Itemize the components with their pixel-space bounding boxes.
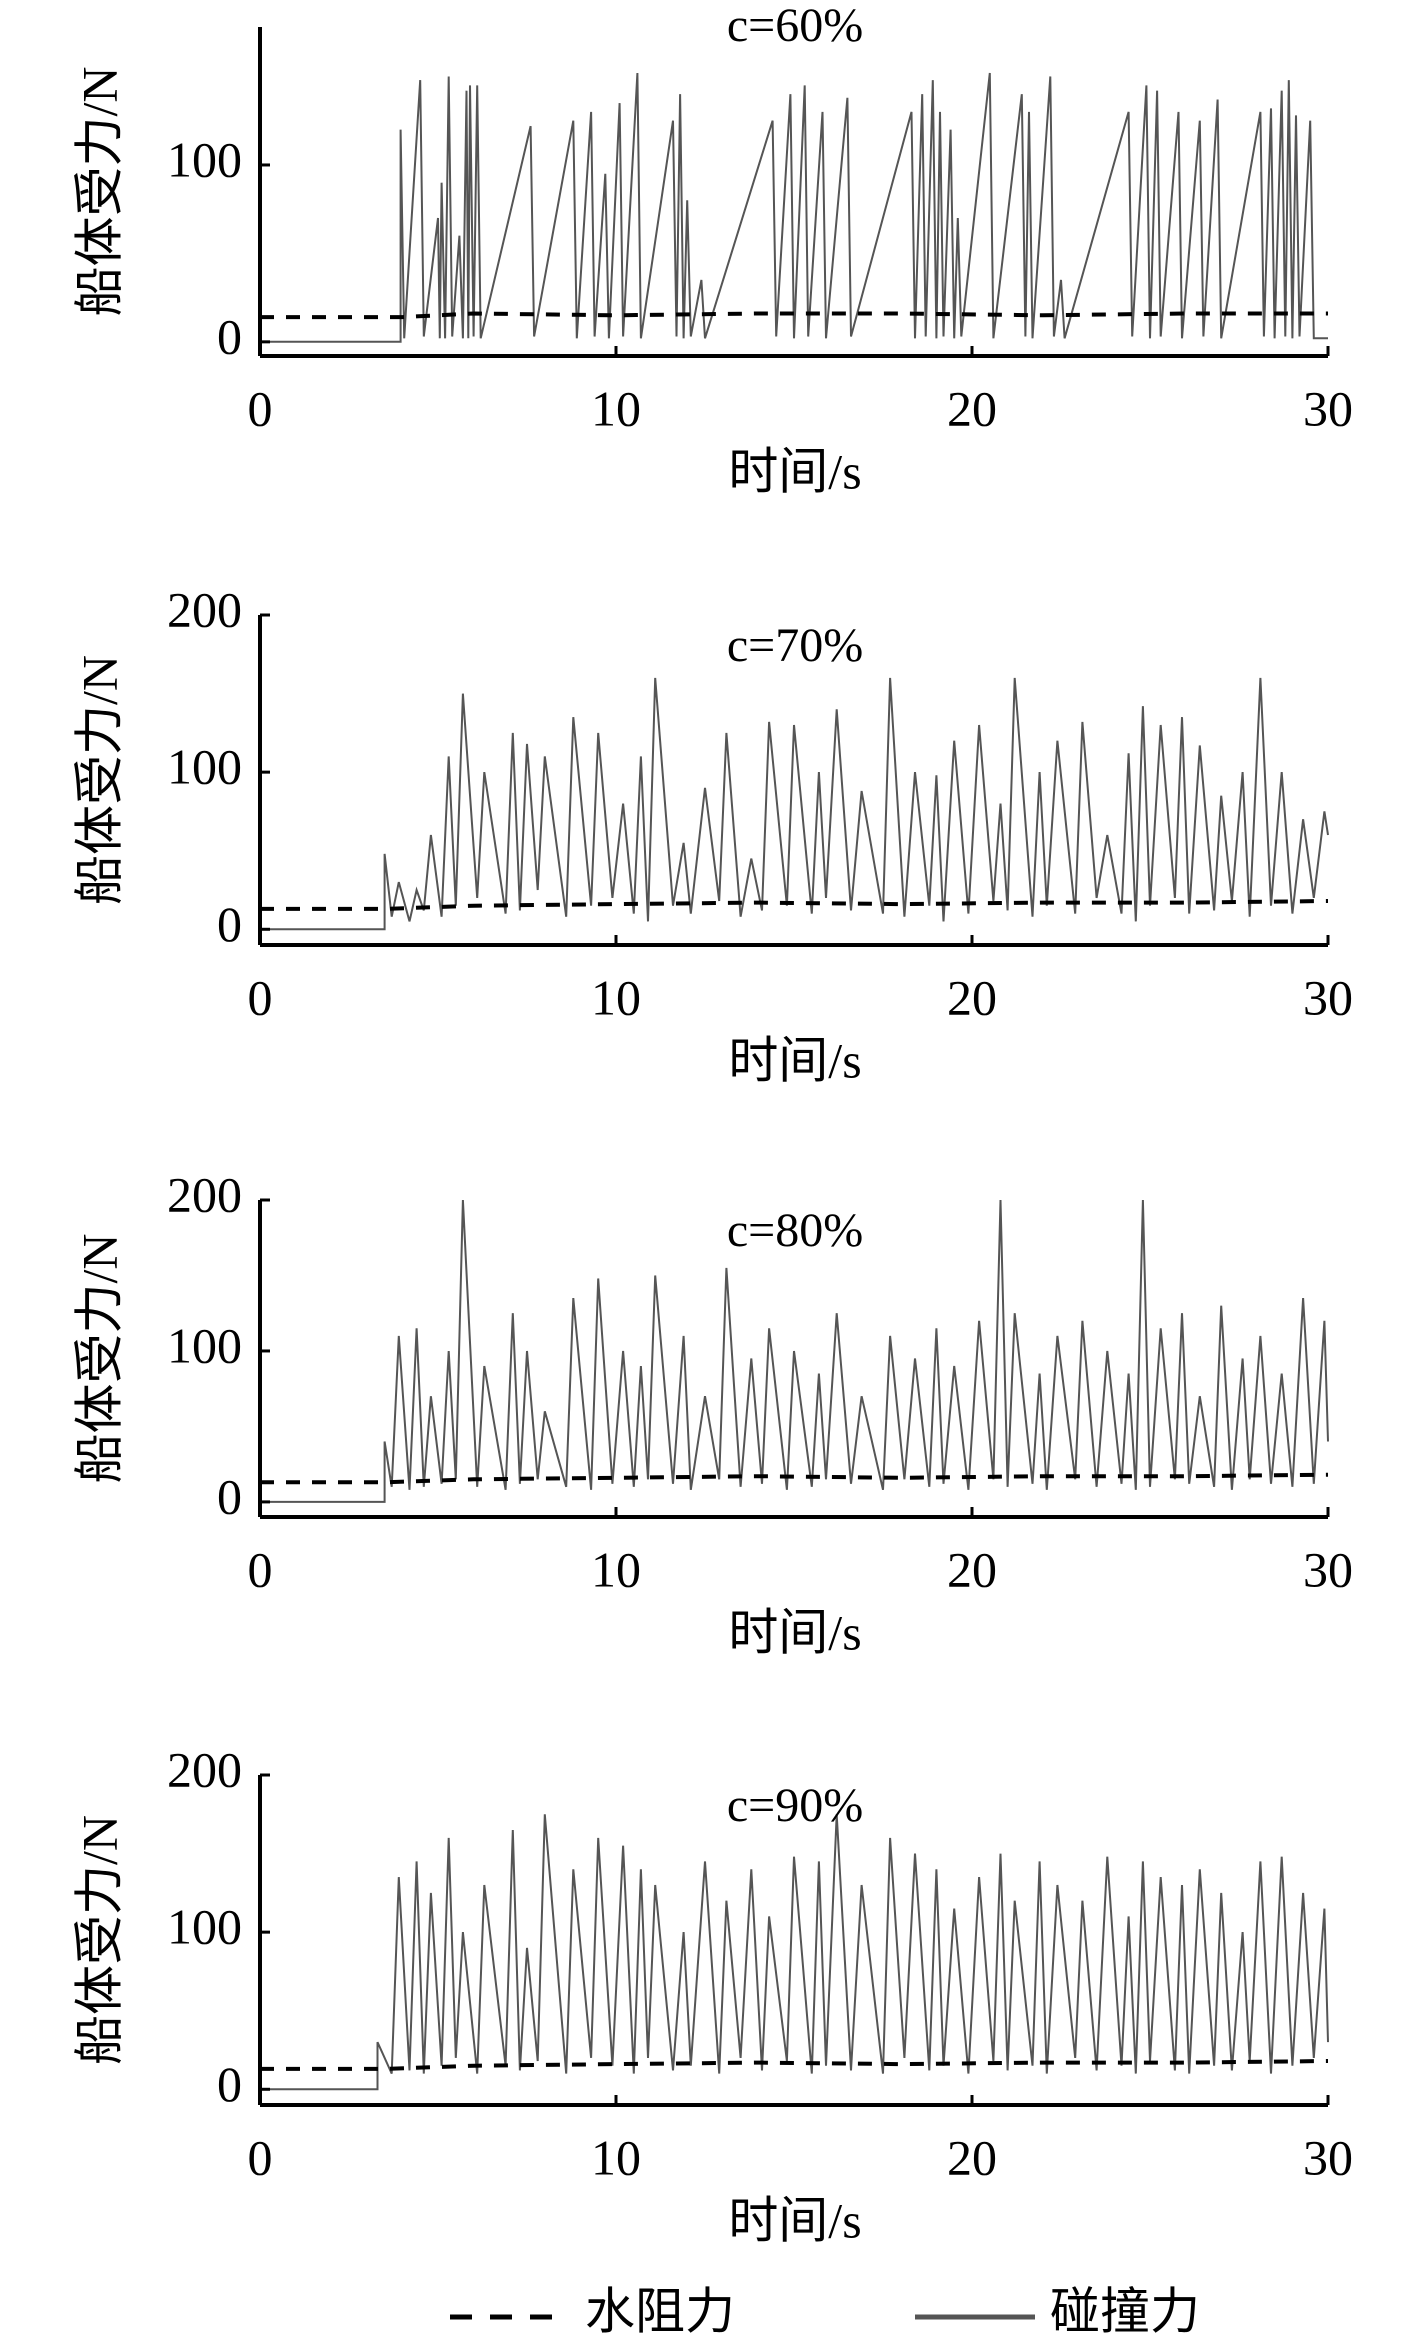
y-tick-label: 0 — [217, 896, 242, 952]
y-tick-label: 100 — [167, 1899, 242, 1955]
x-axis-label: 时间/s — [728, 2192, 861, 2248]
x-axis-label: 时间/s — [728, 1032, 861, 1088]
x-axis-label: 时间/s — [728, 1604, 861, 1660]
y-tick-label: 0 — [217, 2056, 242, 2112]
x-tick-label: 30 — [1303, 1541, 1353, 1597]
x-tick-label: 0 — [248, 380, 273, 436]
series-line — [260, 1472, 1329, 1485]
y-tick-label: 200 — [167, 581, 242, 637]
y-tick-label: 0 — [217, 1468, 242, 1524]
y-axis-label: 船体受力/N — [71, 655, 127, 905]
series-line — [260, 1199, 1329, 1503]
y-tick-label: 100 — [167, 739, 242, 795]
series-line — [260, 677, 1329, 931]
chart-title: c=70% — [727, 619, 863, 672]
x-tick-label: 20 — [947, 2129, 997, 2185]
series-line — [260, 899, 1329, 911]
x-tick-label: 0 — [248, 969, 273, 1025]
legend-label: 碰撞力 — [1050, 2283, 1200, 2337]
y-tick-label: 200 — [167, 1166, 242, 1222]
y-axis-label: 船体受力/N — [71, 67, 127, 317]
chart-title: c=90% — [727, 1779, 863, 1832]
y-tick-label: 200 — [167, 1741, 242, 1797]
series-line — [260, 72, 1328, 343]
x-tick-label: 10 — [591, 2129, 641, 2185]
series-line — [260, 311, 1328, 320]
y-tick-label: 100 — [167, 131, 242, 187]
x-tick-label: 30 — [1303, 2129, 1353, 2185]
chart-title: c=80% — [727, 1204, 863, 1257]
chart-title: c=60% — [727, 0, 863, 52]
y-tick-label: 0 — [217, 308, 242, 364]
y-axis-label: 船体受力/N — [71, 1815, 127, 2065]
x-tick-label: 20 — [947, 1541, 997, 1597]
series-line — [260, 1814, 1329, 2091]
x-tick-label: 30 — [1303, 969, 1353, 1025]
x-tick-label: 10 — [591, 969, 641, 1025]
x-tick-label: 10 — [591, 380, 641, 436]
series-line — [260, 2059, 1329, 2071]
x-tick-label: 10 — [591, 1541, 641, 1597]
y-tick-label: 100 — [167, 1317, 242, 1373]
x-tick-label: 0 — [248, 2129, 273, 2185]
legend-label: 水阻力 — [585, 2283, 735, 2337]
y-axis-label: 船体受力/N — [71, 1234, 127, 1484]
x-tick-label: 0 — [248, 1541, 273, 1597]
x-tick-label: 20 — [947, 380, 997, 436]
x-tick-label: 30 — [1303, 380, 1353, 436]
x-tick-label: 20 — [947, 969, 997, 1025]
x-axis-label: 时间/s — [728, 443, 861, 499]
